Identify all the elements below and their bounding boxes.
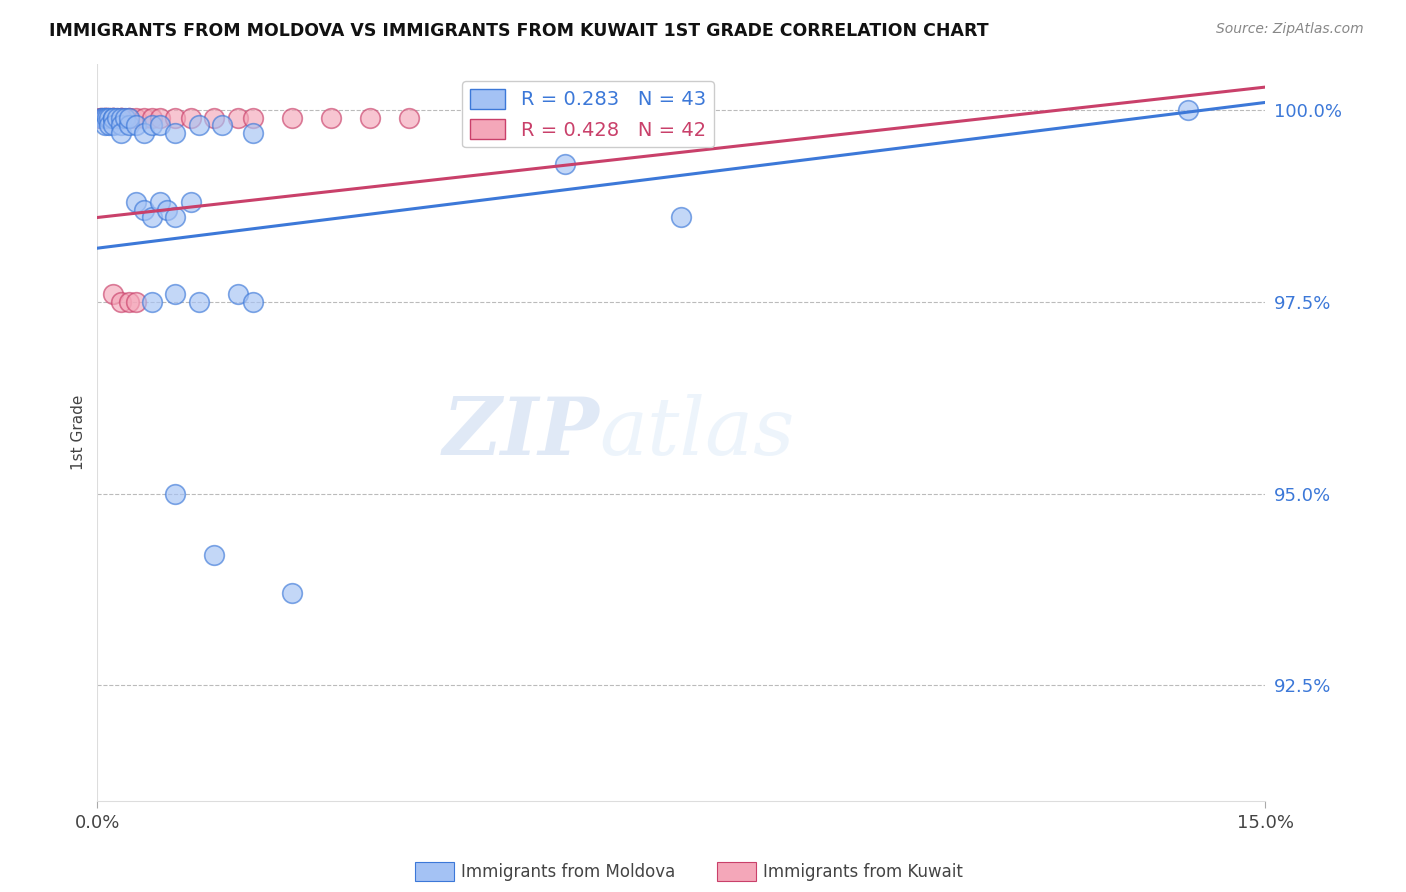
Point: [101, 111, 124, 125]
Point: [132, 202, 155, 217]
Point: [96, 111, 118, 125]
Point: [110, 111, 132, 125]
Point: [647, 111, 669, 125]
Point: [226, 287, 249, 301]
Point: [98, 111, 121, 125]
Text: Immigrants from Moldova: Immigrants from Moldova: [461, 863, 675, 881]
Point: [180, 195, 202, 210]
Point: [149, 111, 172, 125]
Point: [149, 195, 172, 210]
Point: [165, 111, 187, 125]
Point: [149, 119, 172, 133]
Point: [90, 111, 112, 125]
Point: [96, 111, 118, 125]
Point: [117, 111, 139, 125]
Point: [242, 294, 264, 309]
Point: [111, 111, 134, 125]
Point: [132, 111, 155, 125]
Text: Source: ZipAtlas.com: Source: ZipAtlas.com: [1216, 22, 1364, 37]
Point: [211, 119, 233, 133]
Point: [125, 119, 148, 133]
Point: [101, 119, 124, 133]
Point: [101, 111, 124, 125]
Point: [156, 202, 179, 217]
Point: [101, 111, 124, 125]
Point: [105, 111, 128, 125]
Point: [125, 195, 148, 210]
Point: [117, 119, 139, 133]
Text: Immigrants from Kuwait: Immigrants from Kuwait: [763, 863, 963, 881]
Point: [187, 119, 209, 133]
Point: [202, 111, 225, 125]
Point: [132, 126, 155, 140]
Point: [202, 548, 225, 562]
Point: [98, 111, 121, 125]
Point: [110, 294, 132, 309]
Point: [100, 111, 122, 125]
Point: [94, 119, 117, 133]
Point: [89, 111, 111, 125]
Point: [117, 111, 139, 125]
Point: [94, 111, 117, 125]
Point: [187, 294, 209, 309]
Point: [554, 111, 576, 125]
Point: [110, 111, 132, 125]
Point: [554, 111, 576, 125]
Point: [141, 111, 163, 125]
Point: [125, 111, 148, 125]
Legend: R = 0.283   N = 43, R = 0.428   N = 42: R = 0.283 N = 43, R = 0.428 N = 42: [463, 81, 714, 147]
Point: [117, 294, 139, 309]
Text: atlas: atlas: [599, 393, 794, 471]
Point: [359, 111, 381, 125]
Point: [105, 111, 128, 125]
Point: [281, 586, 304, 600]
Point: [398, 111, 420, 125]
Point: [180, 111, 202, 125]
Point: [141, 294, 163, 309]
Point: [90, 111, 112, 125]
Point: [110, 111, 132, 125]
Point: [554, 157, 576, 171]
Point: [1177, 103, 1199, 117]
Point: [141, 211, 163, 225]
Point: [101, 287, 124, 301]
Point: [110, 111, 132, 125]
Point: [94, 111, 117, 125]
Text: IMMIGRANTS FROM MOLDOVA VS IMMIGRANTS FROM KUWAIT 1ST GRADE CORRELATION CHART: IMMIGRANTS FROM MOLDOVA VS IMMIGRANTS FR…: [49, 22, 988, 40]
Point: [96, 111, 118, 125]
Point: [475, 111, 498, 125]
Point: [114, 111, 136, 125]
Point: [242, 111, 264, 125]
Point: [165, 486, 187, 500]
Point: [125, 294, 148, 309]
Point: [165, 211, 187, 225]
Point: [98, 119, 121, 133]
Point: [103, 111, 125, 125]
Point: [91, 111, 114, 125]
Point: [165, 287, 187, 301]
Text: ZIP: ZIP: [443, 393, 599, 471]
Point: [671, 211, 693, 225]
Point: [94, 111, 117, 125]
Point: [226, 111, 249, 125]
Point: [117, 111, 139, 125]
Point: [281, 111, 304, 125]
Y-axis label: 1st Grade: 1st Grade: [72, 394, 86, 470]
Point: [242, 126, 264, 140]
Point: [165, 126, 187, 140]
Point: [141, 119, 163, 133]
Point: [101, 111, 124, 125]
Point: [94, 111, 117, 125]
Point: [110, 126, 132, 140]
Point: [319, 111, 342, 125]
Point: [110, 119, 132, 133]
Point: [91, 111, 114, 125]
Point: [101, 111, 124, 125]
